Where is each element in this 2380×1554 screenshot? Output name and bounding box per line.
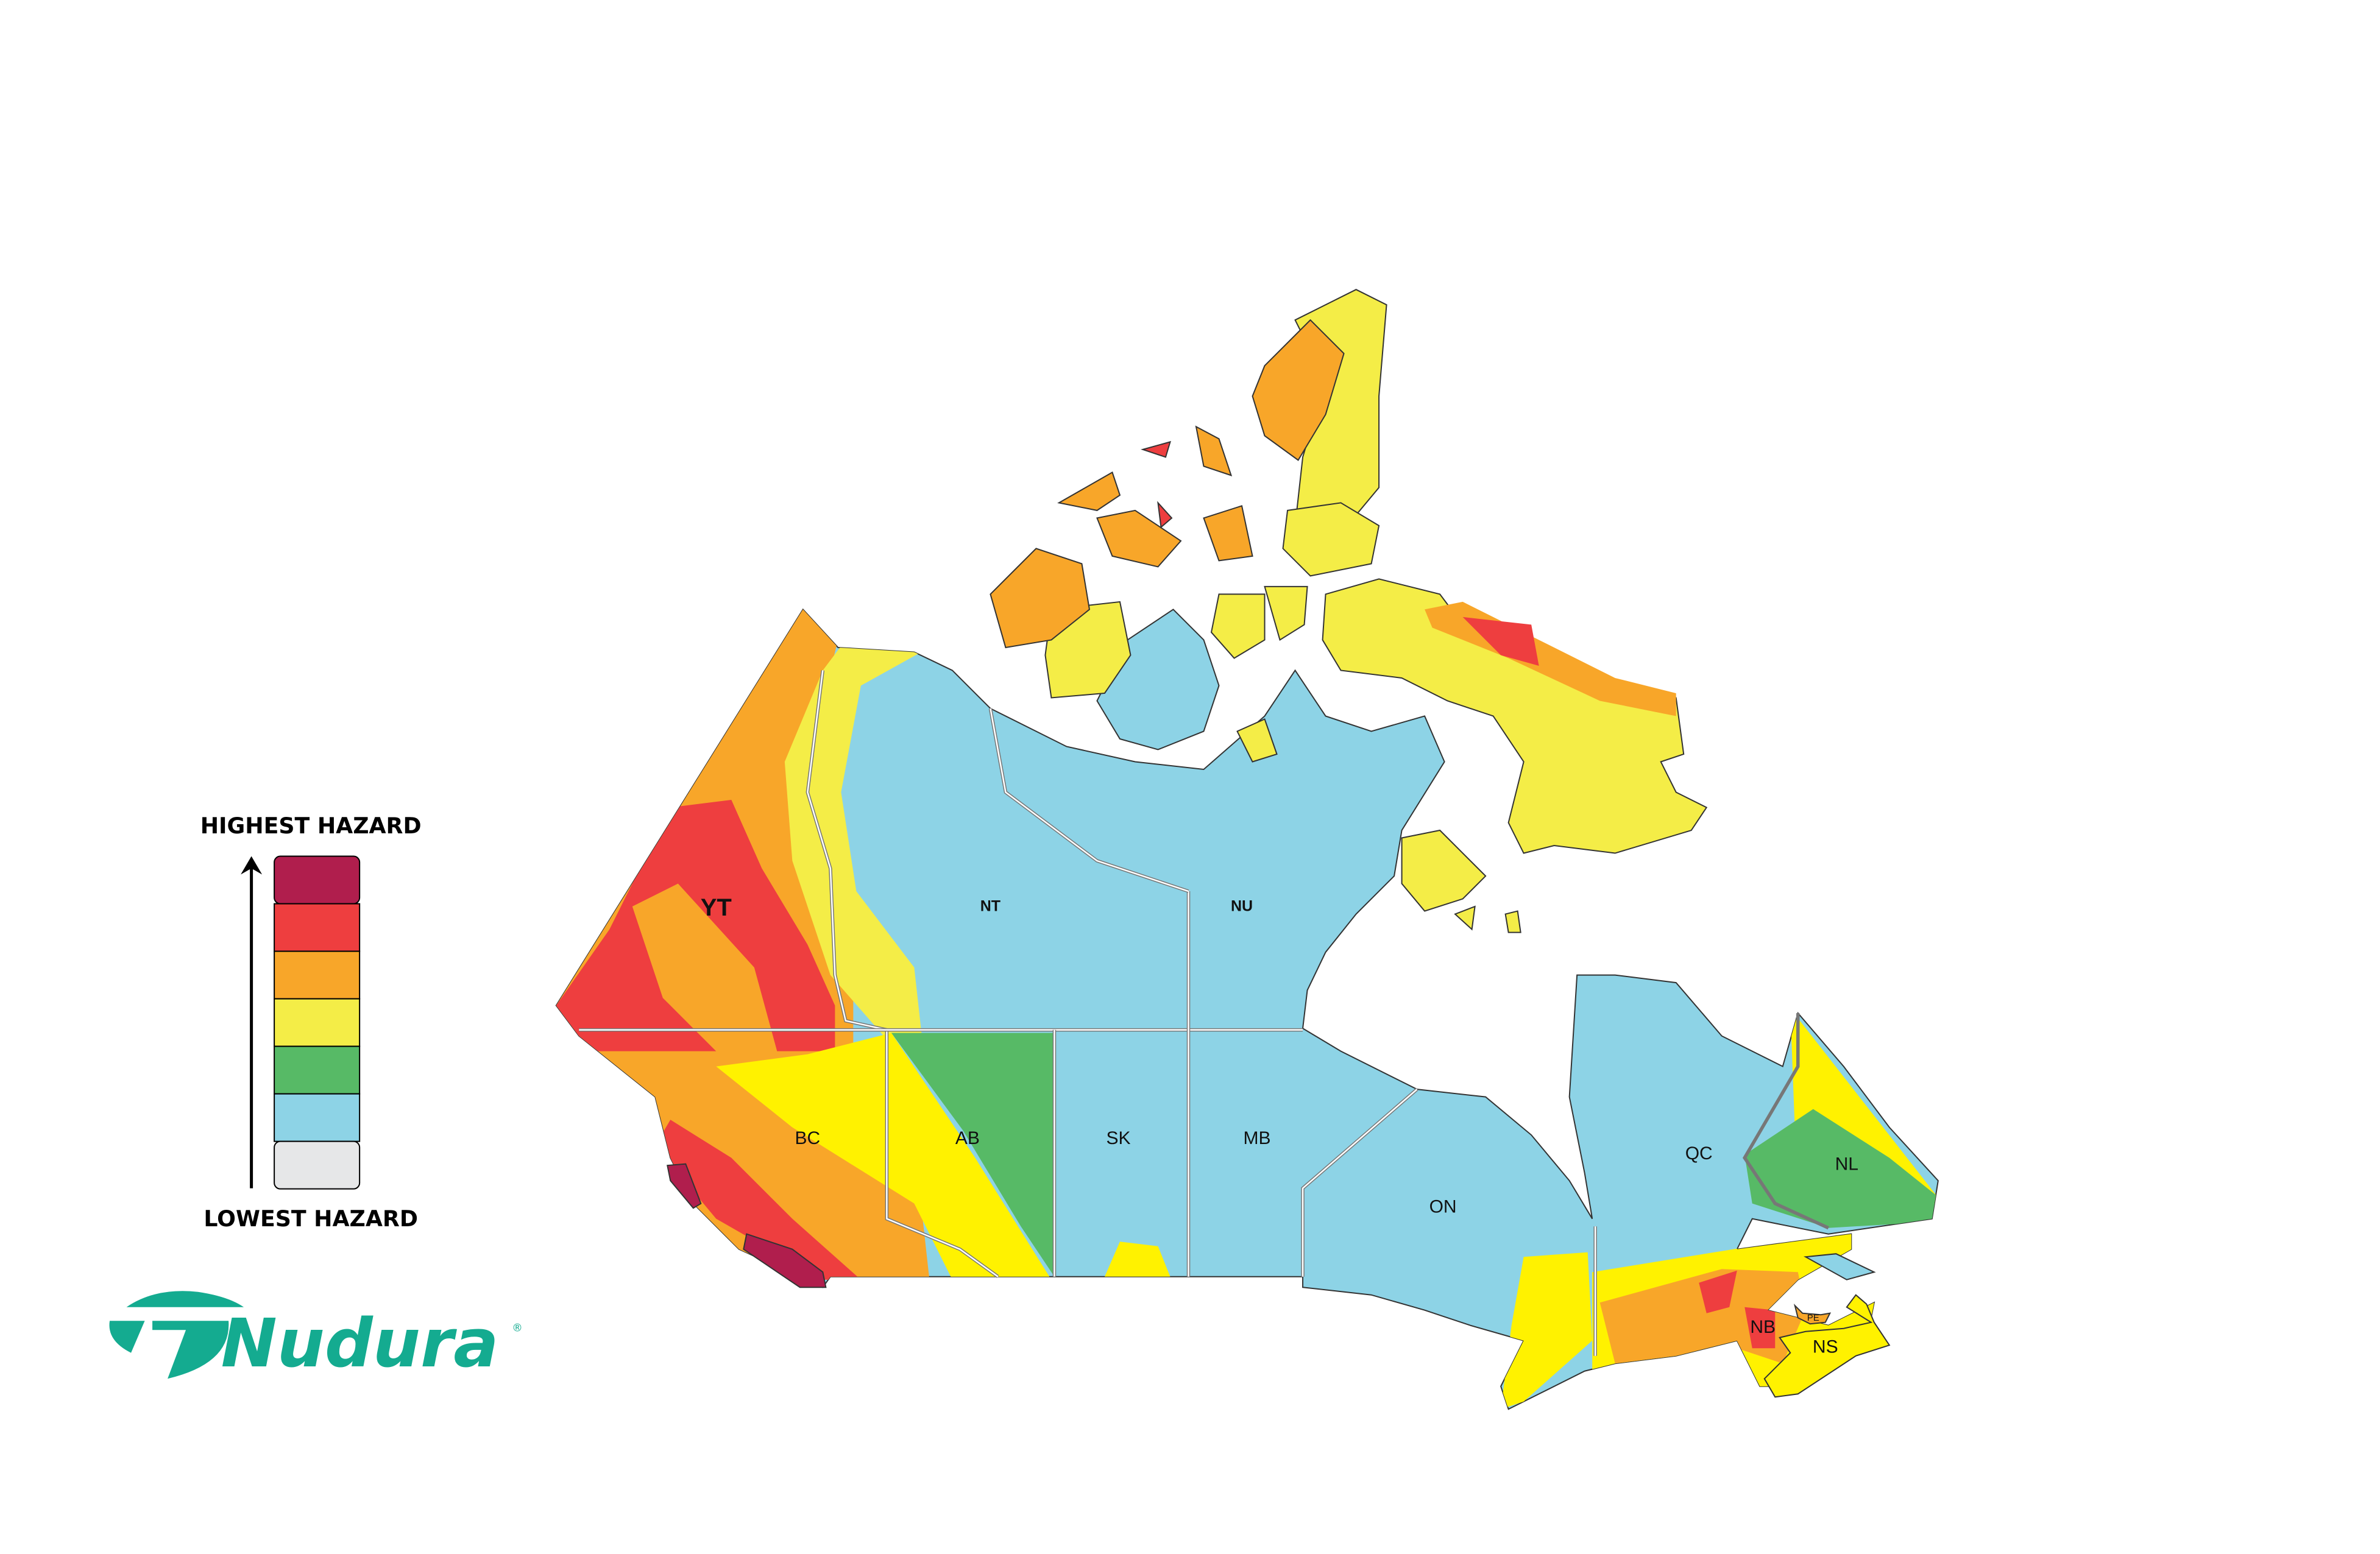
island-small-yellow [1236, 718, 1278, 763]
label-on: ON [1429, 1197, 1457, 1217]
arctic-islands [990, 289, 1876, 1280]
island-vancouver [743, 1233, 827, 1288]
zone-red-s-quebec [1699, 1270, 1737, 1313]
mainland-canada [555, 608, 1939, 1410]
label-ab: AB [955, 1128, 980, 1148]
legend-high-label: HIGHEST HAZARD [200, 813, 422, 839]
island-ellesmere-orange [1252, 319, 1345, 461]
island-red-a [1141, 440, 1171, 458]
label-sk: SK [1106, 1128, 1130, 1148]
zone-red-nb [1744, 1307, 1776, 1349]
island-haida-gwaii [667, 1163, 702, 1209]
label-qc: QC [1685, 1143, 1713, 1164]
nudura-logo: Nudura ® [109, 1291, 523, 1382]
legend-swatches [274, 855, 361, 1190]
zone-green-labrador [1744, 1109, 1938, 1228]
up-arrow-icon [241, 856, 263, 1188]
label-bc: BC [795, 1128, 820, 1148]
label-ns: NS [1813, 1337, 1838, 1357]
label-nl: NL [1835, 1154, 1858, 1174]
label-nt: NT [980, 898, 1001, 915]
zone-yellow-nt-border [784, 640, 930, 1036]
zone-green-ab [891, 1033, 1055, 1277]
legend-swatch-level-4 [274, 998, 361, 1047]
baffin-red-zone [1462, 616, 1539, 666]
island-yellow-b [1264, 585, 1308, 641]
zone-yellow-s-ontario [1501, 1252, 1593, 1410]
nudura-t-logo-icon [109, 1291, 244, 1379]
label-yt: YT [701, 894, 732, 921]
provincial-borders [579, 670, 1829, 1356]
province-pe [1793, 1303, 1832, 1325]
registered-mark: ® [512, 1323, 523, 1335]
island-small-yellow-3 [1504, 910, 1521, 933]
island-parry-west [990, 548, 1091, 649]
zone-yellow-sk [1104, 1241, 1171, 1277]
zone-red-yukon [556, 800, 835, 1051]
province-labels: YT NT NU BC AB SK MB ON QC NL NB PE NS [701, 894, 1858, 1357]
island-small-yellow-2 [1454, 905, 1476, 931]
label-pe: PE [1807, 1313, 1819, 1323]
legend-swatch-level-7 [274, 855, 361, 905]
legend-swatch-level-2 [274, 1093, 361, 1142]
label-mb: MB [1244, 1128, 1271, 1148]
brand-name: Nudura [221, 1304, 499, 1382]
island-orange-d [1203, 505, 1253, 562]
island-orange-b [1096, 509, 1182, 568]
island-yellow-a [1210, 593, 1266, 659]
legend-swatch-level-1 [274, 1140, 361, 1190]
zone-red-bc-coast [655, 1120, 861, 1280]
island-orange-a [1057, 471, 1121, 511]
island-southampton [1401, 829, 1487, 912]
label-nb: NB [1750, 1317, 1776, 1337]
legend-low-label: LOWEST HAZARD [204, 1206, 418, 1232]
island-anticosti [1803, 1253, 1876, 1280]
zone-yellow-bc [716, 1033, 1052, 1280]
island-devon [1282, 502, 1380, 577]
province-ns [1763, 1294, 1891, 1398]
island-red-b [1157, 501, 1173, 529]
zone-yellow-labrador [1790, 1008, 1938, 1207]
legend-swatch-level-3 [274, 1045, 361, 1095]
legend-swatch-level-6 [274, 903, 361, 952]
legend-swatch-level-5 [274, 950, 361, 1000]
label-nu: NU [1231, 898, 1253, 915]
hazard-legend: HIGHEST HAZARD LOWEST HAZARD [200, 813, 422, 1232]
island-orange-c [1195, 425, 1233, 476]
